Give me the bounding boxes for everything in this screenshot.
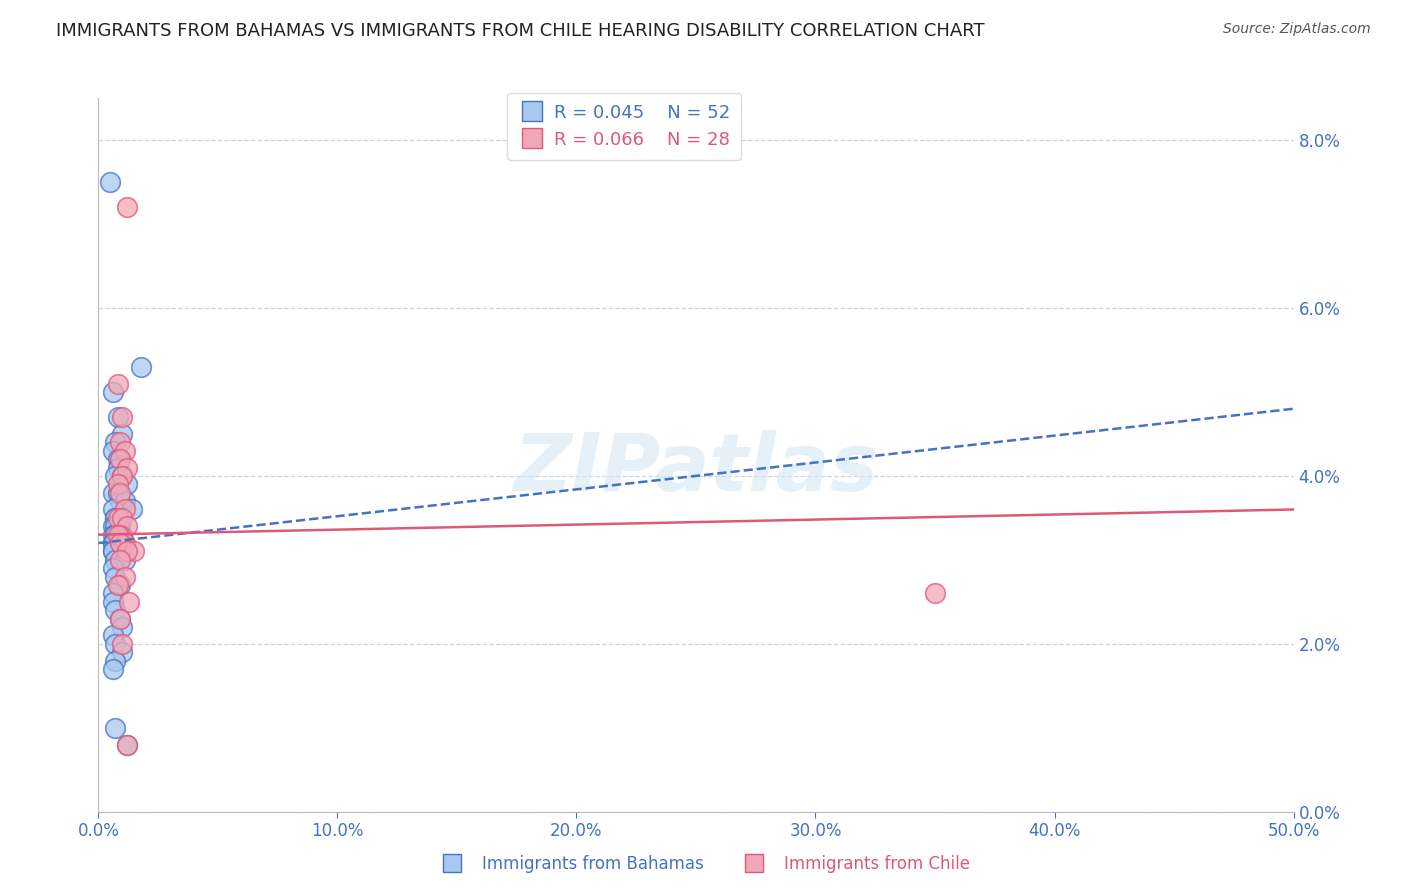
Legend: R = 0.045    N = 52, R = 0.066    N = 28: R = 0.045 N = 52, R = 0.066 N = 28 — [508, 93, 741, 160]
Y-axis label: Hearing Disability: Hearing Disability — [0, 381, 8, 529]
Point — [101, 384, 124, 399]
Point — [111, 469, 134, 483]
Point — [121, 502, 143, 516]
Point — [101, 502, 124, 516]
Point — [104, 536, 127, 550]
Text: ZIPatlas: ZIPatlas — [513, 430, 879, 508]
Point — [108, 553, 131, 567]
Point — [111, 544, 134, 558]
Point — [104, 654, 127, 668]
Point — [114, 494, 136, 508]
Point — [115, 460, 138, 475]
Point — [101, 485, 124, 500]
Point — [108, 452, 131, 467]
Point — [114, 553, 136, 567]
Point — [115, 738, 138, 752]
Point — [107, 460, 129, 475]
Point — [108, 485, 131, 500]
Text: Source: ZipAtlas.com: Source: ZipAtlas.com — [1223, 22, 1371, 37]
Point — [108, 435, 131, 450]
Point — [118, 595, 141, 609]
Point — [107, 485, 129, 500]
Point — [101, 527, 124, 541]
Point — [101, 544, 124, 558]
Point — [101, 536, 124, 550]
Point — [114, 569, 136, 583]
Point — [107, 477, 129, 491]
Point — [107, 536, 129, 550]
Point — [108, 452, 131, 467]
Point — [107, 578, 129, 592]
Point — [111, 469, 134, 483]
Legend: Immigrants from Bahamas, Immigrants from Chile: Immigrants from Bahamas, Immigrants from… — [429, 848, 977, 880]
Point — [108, 519, 131, 533]
Point — [101, 536, 124, 550]
Point — [108, 527, 131, 541]
Point — [101, 561, 124, 575]
Point — [111, 637, 134, 651]
Point — [115, 477, 138, 491]
Point — [924, 586, 946, 600]
Point — [115, 519, 138, 533]
Point — [114, 502, 136, 516]
Point — [104, 637, 127, 651]
Point — [114, 443, 136, 458]
Point — [107, 376, 129, 391]
Point — [114, 536, 136, 550]
Point — [104, 435, 127, 450]
Point — [111, 410, 134, 425]
Point — [108, 612, 131, 626]
Point — [98, 175, 122, 189]
Point — [107, 511, 129, 525]
Point — [107, 452, 129, 467]
Point — [111, 620, 134, 634]
Point — [101, 544, 124, 558]
Point — [108, 527, 131, 541]
Point — [115, 738, 138, 752]
Point — [101, 595, 124, 609]
Point — [107, 410, 129, 425]
Point — [108, 578, 131, 592]
Point — [104, 469, 127, 483]
Point — [101, 443, 124, 458]
Point — [104, 519, 127, 533]
Point — [101, 662, 124, 676]
Point — [104, 569, 127, 583]
Point — [108, 494, 131, 508]
Point — [104, 721, 127, 735]
Point — [111, 645, 134, 659]
Point — [101, 519, 124, 533]
Point — [111, 426, 134, 441]
Point — [108, 536, 131, 550]
Point — [115, 544, 138, 558]
Point — [124, 544, 146, 558]
Point — [104, 511, 127, 525]
Point — [107, 527, 129, 541]
Point — [108, 612, 131, 626]
Point — [101, 628, 124, 642]
Point — [111, 511, 134, 525]
Point — [111, 527, 134, 541]
Point — [104, 603, 127, 617]
Point — [115, 200, 138, 214]
Point — [101, 586, 124, 600]
Point — [104, 527, 127, 541]
Point — [131, 359, 153, 374]
Text: IMMIGRANTS FROM BAHAMAS VS IMMIGRANTS FROM CHILE HEARING DISABILITY CORRELATION : IMMIGRANTS FROM BAHAMAS VS IMMIGRANTS FR… — [56, 22, 984, 40]
Point — [104, 553, 127, 567]
Point — [104, 511, 127, 525]
